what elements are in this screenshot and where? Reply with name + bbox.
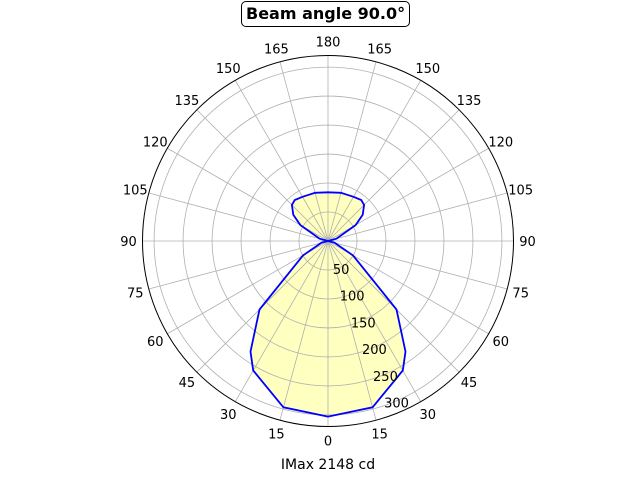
theta-tick-label: 30 (220, 408, 237, 423)
theta-tick-label: 135 (175, 94, 200, 109)
theta-tick-label: 45 (179, 376, 196, 391)
theta-tick-label: 150 (415, 62, 440, 77)
theta-tick-label: 60 (147, 335, 164, 350)
grid-spoke (327, 240, 377, 421)
grid-spoke (196, 109, 329, 242)
grid-spoke (327, 80, 422, 242)
theta-tick-label: 150 (216, 62, 241, 77)
theta-tick-label: 120 (488, 135, 513, 150)
grid-spoke (327, 109, 460, 242)
grid-spoke (279, 61, 329, 242)
grid-spoke (148, 240, 329, 290)
series-line (249, 191, 407, 418)
r-tick-label: 250 (373, 370, 398, 385)
r-tick-label: 150 (351, 316, 376, 331)
theta-tick-label: 90 (120, 235, 137, 250)
theta-tick-label: 75 (512, 287, 529, 302)
theta-tick-label: 90 (519, 235, 536, 250)
chart-title: Beam angle 90.0° (241, 1, 411, 27)
outer-frame (142, 55, 514, 427)
theta-tick-label: 165 (367, 42, 392, 57)
grid-spoke (279, 240, 329, 421)
x-axis-label: IMax 2148 cd (280, 457, 376, 473)
grid-spoke (327, 240, 508, 290)
r-tick-label: 200 (362, 343, 387, 358)
theta-tick-label: 0 (324, 435, 332, 450)
grid-spoke (148, 192, 329, 242)
theta-tick-label: 165 (264, 42, 289, 57)
r-tick-label: 50 (333, 263, 350, 278)
grid-spoke (327, 240, 422, 402)
grid-spoke (234, 80, 329, 242)
grid-spoke (327, 192, 508, 242)
theta-tick-label: 105 (123, 183, 148, 198)
grid-spoke (234, 240, 329, 402)
theta-tick-label: 135 (457, 94, 482, 109)
theta-tick-label: 60 (492, 335, 509, 350)
theta-tick-label: 15 (371, 428, 388, 443)
theta-tick-label: 105 (508, 183, 533, 198)
theta-tick-label: 15 (268, 428, 285, 443)
grid-spoke (327, 61, 377, 242)
theta-tick-label: 30 (419, 408, 436, 423)
r-tick-label: 300 (384, 397, 409, 412)
theta-tick-label: 120 (143, 135, 168, 150)
r-tick-label: 100 (340, 290, 365, 305)
theta-tick-label: 75 (127, 287, 144, 302)
theta-tick-label: 45 (461, 376, 478, 391)
theta-tick-label: 180 (316, 36, 341, 51)
